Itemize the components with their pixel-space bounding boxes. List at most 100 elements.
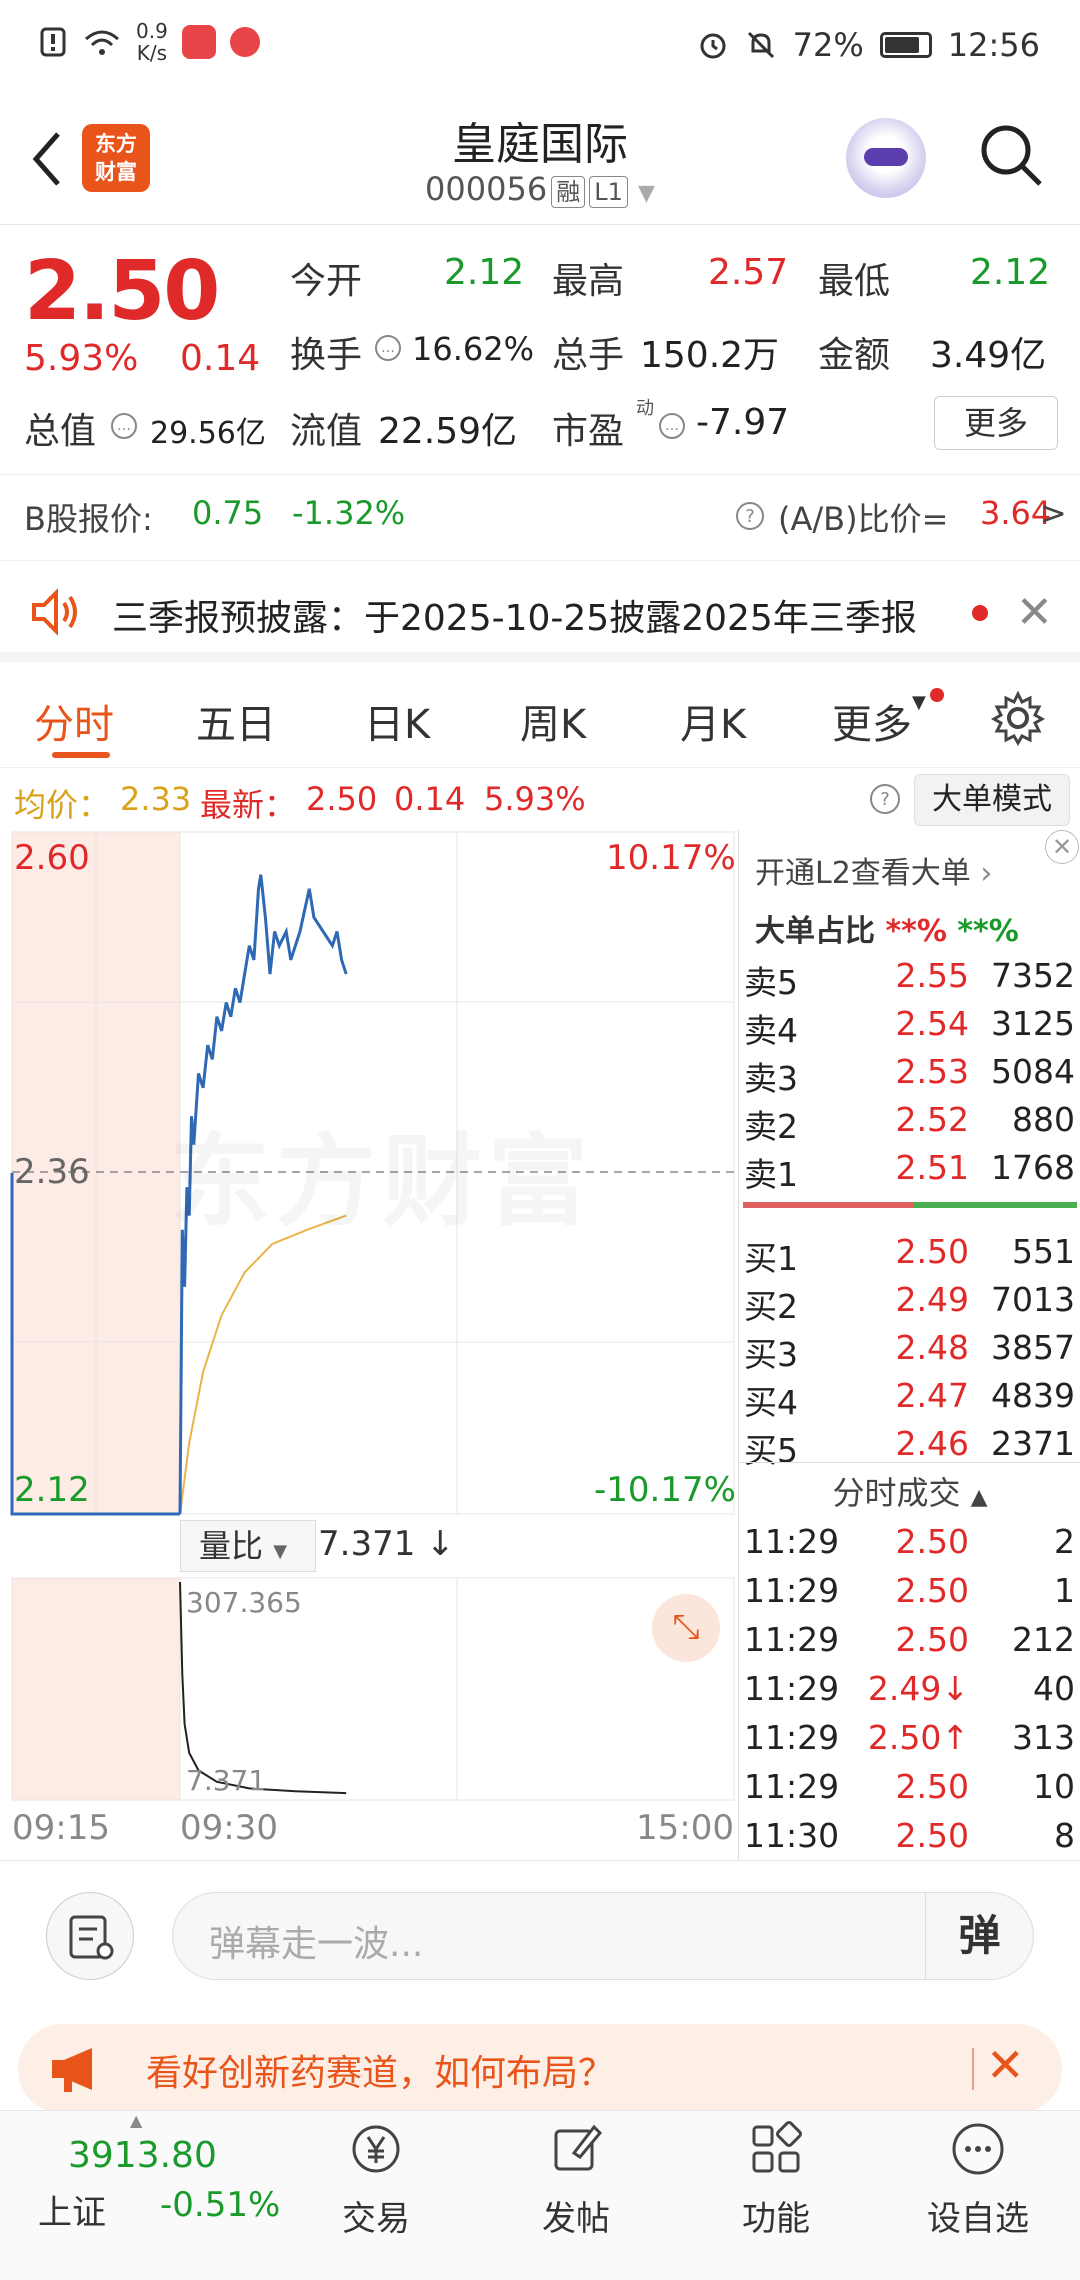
app-notification-icon	[181, 25, 216, 59]
low-value: 2.12	[970, 252, 1051, 293]
back-icon[interactable]	[22, 124, 72, 194]
svg-text:…: …	[381, 340, 395, 356]
chart-canvas[interactable]	[0, 830, 738, 1860]
help-icon[interactable]: ?	[734, 500, 766, 532]
unread-dot	[972, 605, 988, 621]
danmaku-bar: 弹幕走一波... 弹	[0, 1870, 1080, 1990]
tab-more[interactable]: 更多▼	[832, 692, 926, 748]
chevron-right-icon[interactable]: >	[1040, 494, 1067, 532]
close-icon[interactable]: ✕	[986, 2038, 1025, 2092]
bid-row[interactable]: 买5 2.46 2371	[744, 1424, 1075, 1470]
ask-row[interactable]: 卖4 2.54 3125	[744, 1004, 1075, 1050]
close-icon[interactable]: ✕	[1045, 830, 1079, 864]
active-tab-indicator	[52, 752, 110, 758]
danmaku-input[interactable]: 弹幕走一波... 弹	[172, 1892, 1034, 1980]
tab-weekly-k[interactable]: 周K	[520, 702, 587, 748]
ask-row[interactable]: 卖2 2.52 880	[744, 1100, 1075, 1146]
status-bar: 0.9 K/s 72% 12:56	[0, 0, 1080, 90]
info-circle-icon[interactable]: …	[658, 412, 686, 440]
pe-value: -7.97	[696, 402, 790, 443]
order-book: 开通L2查看大单 › ✕ 大单占比 **% **% 卖5 2.55 7352 卖4 2…	[738, 830, 1080, 1860]
stock-code: 000056	[425, 170, 548, 208]
low-label: 最低	[818, 261, 891, 302]
nav-post[interactable]: 发帖	[516, 2117, 636, 2240]
tab-daily-k[interactable]: 日K	[364, 702, 431, 748]
video-app-icon	[229, 27, 260, 57]
expand-icon[interactable]: ⤡	[652, 1594, 720, 1662]
more-button[interactable]: 更多	[934, 396, 1058, 450]
nav-add-watchlist[interactable]: 设自选	[918, 2117, 1038, 2240]
ask-row[interactable]: 卖1 2.51 1768	[744, 1148, 1075, 1194]
vol-ratio-min: 7.371	[186, 1764, 267, 1797]
l2-upgrade-link[interactable]: 开通L2查看大单 ›	[755, 856, 993, 891]
index-value[interactable]: 3913.80	[68, 2135, 217, 2176]
assistant-avatar-icon[interactable]	[846, 118, 926, 198]
promo-banner[interactable]: 看好创新药赛道，如何布局？ ✕	[18, 2024, 1062, 2114]
notice-text[interactable]: 三季报预披露：于2025-10-25披露2025年三季报	[112, 598, 917, 639]
tab-five-day[interactable]: 五日	[196, 702, 276, 748]
notice-banner[interactable]: 三季报预披露：于2025-10-25披露2025年三季报 ✕	[0, 560, 1080, 662]
danmaku-placeholder: 弹幕走一波...	[209, 1924, 424, 1965]
avg-value: 2.33	[120, 780, 192, 818]
index-name[interactable]: 上证	[38, 2193, 106, 2233]
b-share-label: B股报价:	[24, 500, 153, 538]
trade-row: 11:30 2.50 8	[744, 1816, 1075, 1855]
float-value: 22.59亿	[378, 411, 518, 452]
tab-intraday[interactable]: 分时	[34, 702, 114, 748]
stock-code-row: 000056 融 L1 ▼	[0, 170, 1080, 208]
price-line	[178, 874, 348, 1515]
promo-text[interactable]: 看好创新药赛道，如何布局？	[146, 2053, 615, 2094]
last-value: 2.50	[306, 780, 378, 818]
bid-row[interactable]: 买1 2.50 551	[744, 1232, 1075, 1278]
b-share-pct: -1.32%	[292, 494, 406, 532]
y-bottom-pct: -10.17%	[594, 1470, 736, 1510]
trade-row: 11:29 2.50 2	[744, 1522, 1075, 1561]
wifi-icon	[85, 30, 119, 55]
grid-icon	[752, 2121, 802, 2173]
settings-gear-icon[interactable]	[990, 690, 1046, 746]
index-change[interactable]: -0.51%	[160, 2185, 281, 2225]
caret-up-icon[interactable]: ▲	[130, 2111, 143, 2130]
avg-label: 均价：	[14, 786, 111, 824]
ask-row[interactable]: 卖5 2.55 7352	[744, 956, 1075, 1002]
indicator-select[interactable]: 量比 ▼	[180, 1520, 316, 1572]
mktcap-value: 29.56亿	[150, 416, 266, 451]
search-icon[interactable]	[976, 120, 1046, 190]
volume-ratio-value: 7.371 ↓	[318, 1524, 455, 1564]
help-icon[interactable]: ?	[868, 782, 902, 816]
ask-row[interactable]: 卖3 2.53 5084	[744, 1052, 1075, 1098]
nav-functions[interactable]: 功能	[716, 2117, 836, 2240]
trade-row: 11:29 2.50 1	[744, 1571, 1075, 1610]
amount-label: 金额	[818, 335, 891, 376]
trade-ticker-header[interactable]: 分时成交 ▲	[832, 1474, 988, 1512]
level-tag: L1	[589, 176, 628, 208]
danmaku-settings-icon[interactable]	[46, 1892, 134, 1980]
alarm-icon	[700, 33, 726, 59]
battery-icon	[879, 32, 932, 58]
bid-row[interactable]: 买4 2.47 4839	[744, 1376, 1075, 1422]
nav-trade[interactable]: 交易	[316, 2117, 436, 2240]
svg-text:…: …	[665, 418, 679, 434]
speaker-icon	[32, 588, 77, 636]
pe-label: 市盈	[552, 411, 625, 452]
alert-icon	[40, 27, 66, 57]
tab-monthly-k[interactable]: 月K	[680, 702, 747, 748]
danmaku-toggle-button[interactable]: 弹	[925, 1893, 1033, 1979]
svg-text:?: ?	[745, 506, 755, 527]
pe-dynamic-mark: 动	[636, 398, 654, 419]
quote-panel: 2.50 5.93% 0.14 今开 2.12 最高 2.57 最低 2.12 …	[0, 226, 1080, 556]
big-order-ratio: 大单占比 **% **%	[755, 914, 1019, 949]
close-icon[interactable]: ✕	[1016, 587, 1053, 638]
info-circle-icon[interactable]: …	[374, 334, 402, 362]
trade-row: 11:29 2.50 10	[744, 1767, 1075, 1806]
bid-row[interactable]: 买2 2.49 7013	[744, 1280, 1075, 1326]
change-percent: 5.93%	[24, 338, 139, 379]
ab-ratio-label[interactable]: (A/B)比价=	[778, 500, 949, 538]
bid-row[interactable]: 买3 2.48 3857	[744, 1328, 1075, 1374]
caret-down-icon[interactable]: ▼	[638, 181, 655, 206]
volume-value: 150.2万	[640, 335, 780, 376]
info-circle-icon[interactable]: …	[110, 412, 138, 440]
big-order-mode-button[interactable]: 大单模式	[914, 774, 1070, 826]
